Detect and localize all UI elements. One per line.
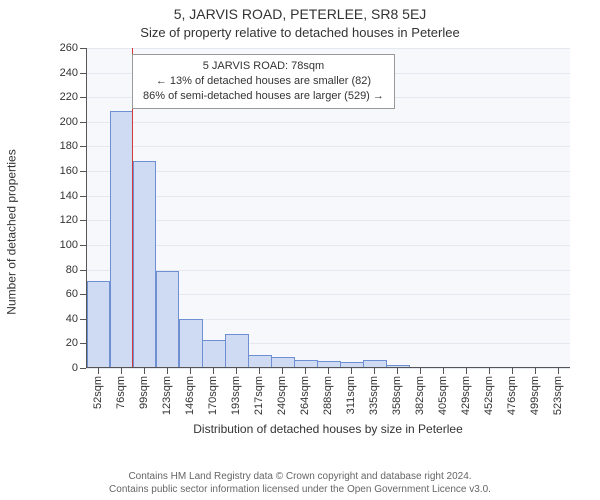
x-tick-label: 52sqm bbox=[92, 376, 104, 409]
y-tick-label: 140 bbox=[60, 190, 78, 202]
page-title: 5, JARVIS ROAD, PETERLEE, SR8 5EJ bbox=[0, 0, 600, 23]
x-tick-label: 193sqm bbox=[230, 376, 242, 415]
bar bbox=[202, 340, 226, 368]
x-tick-label: 123sqm bbox=[161, 376, 173, 415]
y-tick-label: 180 bbox=[60, 140, 78, 152]
x-tick-label: 335sqm bbox=[368, 376, 380, 415]
x-tick-label: 429sqm bbox=[460, 376, 472, 415]
x-tick-label: 99sqm bbox=[138, 376, 150, 409]
plot-area-wrap: 02040608010012014016018020022024026052sq… bbox=[50, 48, 570, 416]
x-tick bbox=[144, 368, 145, 374]
y-axis-label-text: Number of detached properties bbox=[5, 149, 19, 314]
y-tick-label: 220 bbox=[60, 91, 78, 103]
x-tick-label: 382sqm bbox=[414, 376, 426, 415]
x-tick bbox=[489, 368, 490, 374]
x-axis-title: Distribution of detached houses by size … bbox=[86, 422, 570, 436]
x-tick bbox=[190, 368, 191, 374]
y-tick-label: 60 bbox=[66, 288, 78, 300]
x-tick bbox=[397, 368, 398, 374]
y-tick-label: 0 bbox=[72, 362, 78, 374]
chart-root: { "title_line1": "5, JARVIS ROAD, PETERL… bbox=[0, 0, 600, 500]
x-tick-label: 523sqm bbox=[552, 376, 564, 415]
x-tick-label: 499sqm bbox=[529, 376, 541, 415]
x-tick-label: 170sqm bbox=[207, 376, 219, 415]
x-tick-label: 217sqm bbox=[253, 376, 265, 415]
x-tick-label: 240sqm bbox=[276, 376, 288, 415]
y-tick-label: 200 bbox=[60, 116, 78, 128]
x-tick bbox=[236, 368, 237, 374]
y-tick-label: 120 bbox=[60, 214, 78, 226]
gridline bbox=[86, 220, 570, 221]
bar bbox=[225, 334, 249, 368]
x-tick bbox=[374, 368, 375, 374]
y-tick-label: 240 bbox=[60, 67, 78, 79]
y-tick-label: 20 bbox=[66, 337, 78, 349]
x-tick bbox=[420, 368, 421, 374]
x-axis-line bbox=[86, 367, 570, 368]
x-tick-label: 358sqm bbox=[391, 376, 403, 415]
x-tick bbox=[466, 368, 467, 374]
y-tick bbox=[80, 368, 86, 369]
x-tick bbox=[558, 368, 559, 374]
x-tick-label: 476sqm bbox=[506, 376, 518, 415]
gridline bbox=[86, 196, 570, 197]
x-tick bbox=[259, 368, 260, 374]
x-tick-label: 405sqm bbox=[437, 376, 449, 415]
x-tick bbox=[443, 368, 444, 374]
bar bbox=[133, 161, 157, 368]
gridline bbox=[86, 245, 570, 246]
gridline bbox=[86, 146, 570, 147]
x-tick bbox=[351, 368, 352, 374]
footer-line-1: Contains HM Land Registry data © Crown c… bbox=[0, 470, 600, 483]
x-tick bbox=[213, 368, 214, 374]
x-tick-label: 288sqm bbox=[322, 376, 334, 415]
bar bbox=[179, 319, 203, 368]
y-tick-label: 80 bbox=[66, 264, 78, 276]
gridline bbox=[86, 122, 570, 123]
y-axis-line bbox=[86, 48, 87, 368]
x-tick bbox=[535, 368, 536, 374]
x-tick bbox=[328, 368, 329, 374]
x-tick-label: 452sqm bbox=[483, 376, 495, 415]
property-info-box: 5 JARVIS ROAD: 78sqm← 13% of detached ho… bbox=[132, 54, 395, 109]
y-tick-label: 100 bbox=[60, 239, 78, 251]
attribution-footer: Contains HM Land Registry data © Crown c… bbox=[0, 470, 600, 496]
gridline bbox=[86, 48, 570, 49]
y-tick-label: 260 bbox=[60, 42, 78, 54]
x-tick bbox=[282, 368, 283, 374]
plot-area: 02040608010012014016018020022024026052sq… bbox=[86, 48, 570, 368]
x-tick-label: 264sqm bbox=[299, 376, 311, 415]
bar bbox=[87, 281, 111, 368]
info-line-1: 5 JARVIS ROAD: 78sqm bbox=[143, 59, 384, 74]
y-tick-label: 160 bbox=[60, 165, 78, 177]
x-tick-label: 146sqm bbox=[184, 376, 196, 415]
footer-line-2: Contains public sector information licen… bbox=[0, 483, 600, 496]
x-tick-label: 311sqm bbox=[345, 376, 357, 414]
y-tick-label: 40 bbox=[66, 313, 78, 325]
x-tick bbox=[512, 368, 513, 374]
chart-subtitle: Size of property relative to detached ho… bbox=[0, 23, 600, 41]
x-tick-label: 76sqm bbox=[115, 376, 127, 409]
info-line-3: 86% of semi-detached houses are larger (… bbox=[143, 89, 384, 104]
x-tick bbox=[167, 368, 168, 374]
bar bbox=[156, 271, 180, 368]
x-tick bbox=[98, 368, 99, 374]
gridline bbox=[86, 171, 570, 172]
x-tick bbox=[305, 368, 306, 374]
x-tick bbox=[121, 368, 122, 374]
bar bbox=[110, 111, 134, 368]
bar bbox=[248, 355, 272, 368]
y-axis-label: Number of detached properties bbox=[4, 48, 20, 416]
info-line-2: ← 13% of detached houses are smaller (82… bbox=[143, 74, 384, 89]
